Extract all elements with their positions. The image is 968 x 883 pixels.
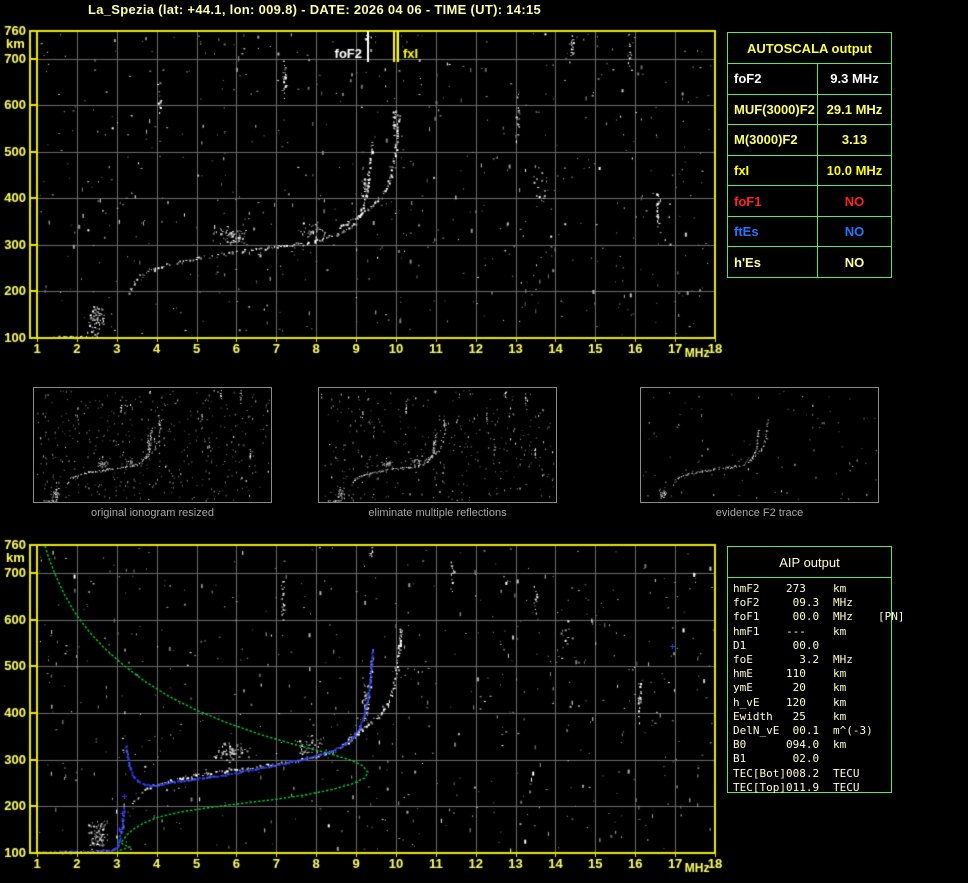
autoscala-output-table: AUTOSCALA output foF2 9.3 MHz MUF(3000)F2 2… <box>727 32 892 278</box>
aip-row: foE 3.2 MHz <box>733 653 891 667</box>
aip-param-unit: km <box>833 624 847 638</box>
thumbnail-eliminate-reflections <box>318 387 557 503</box>
aip-param-value: 25 <box>786 709 806 723</box>
aip-param-name: Ewidth <box>733 709 773 723</box>
autoscala-table-title: AUTOSCALA output <box>728 33 891 64</box>
autoscala-param-label: h'Es <box>728 247 818 278</box>
aip-param-unit: km <box>833 582 847 595</box>
thumbnail-evidence-f2-trace <box>640 387 879 503</box>
aip-param-value: 273 <box>786 582 806 595</box>
station-title: La_Spezia (lat: +44.1, lon: 009.8) - DAT… <box>88 2 542 17</box>
aip-param-name: hmF2 <box>733 582 760 595</box>
aip-param-name: TEC[Bot] <box>733 766 786 780</box>
aip-row: TEC[Bot]008.2 TECU <box>733 767 891 781</box>
autoscala-param-value: 3.13 <box>841 132 868 148</box>
aip-param-unit: TECU <box>833 780 860 794</box>
aip-row: foF1 00.0 MHz [PN] <box>733 610 905 624</box>
aip-param-value: 00.0 <box>786 610 820 624</box>
aip-param-value: 3.2 <box>786 653 820 667</box>
autoscala-row: ftEs NO <box>728 216 891 248</box>
aip-param-unit: km <box>833 695 847 709</box>
aip-row: B0 094.0 km <box>733 738 891 752</box>
ionogram-plot-top <box>0 20 724 370</box>
aip-param-name: foF2 <box>733 596 760 610</box>
autoscala-param-value: NO <box>844 224 865 240</box>
aip-row: hmF2 273 km <box>733 582 891 596</box>
aip-param-unit: km <box>833 681 847 695</box>
aip-row: D1 00.0 <box>733 639 891 653</box>
aip-param-value: 20 <box>786 681 806 695</box>
autoscala-param-label: ftEs <box>728 216 818 247</box>
aip-param-name: DelN_vE <box>733 724 780 738</box>
aip-param-name: B0 <box>733 738 747 752</box>
aip-param-value: 09.3 <box>786 596 820 610</box>
autoscala-param-value: 29.1 MHz <box>826 101 883 117</box>
aip-param-value: 011.9 <box>786 780 820 794</box>
autoscala-param-label: M(3000)F2 <box>728 125 818 155</box>
aip-param-name: hmF1 <box>733 624 760 638</box>
thumbnail-caption-original: original ionogram resized <box>91 507 214 519</box>
aip-param-unit: TECU <box>833 766 860 780</box>
autoscala-param-label: foF1 <box>728 186 818 216</box>
autoscala-row: MUF(3000)F2 29.1 MHz <box>728 94 891 126</box>
aip-param-unit: km <box>833 709 847 723</box>
aip-param-name: h_vE <box>733 695 760 709</box>
aip-param-unit: km <box>833 738 847 752</box>
aip-param-unit: MHz <box>833 596 853 610</box>
aip-row: B1 02.0 <box>733 752 891 766</box>
aip-param-value: 00.0 <box>786 638 820 652</box>
autoscala-row: fxI 10.0 MHz <box>728 155 891 187</box>
ionogram-plot-bottom <box>0 535 724 883</box>
aip-param-unit: MHz <box>833 653 853 667</box>
aip-param-name: TEC[Top] <box>733 780 786 794</box>
aip-param-flag: [PN] <box>878 610 905 624</box>
autoscala-param-value: NO <box>844 193 865 209</box>
aip-param-value: 120 <box>786 695 806 709</box>
autoscala-param-value: 10.0 MHz <box>826 163 883 179</box>
aip-param-value: 110 <box>786 667 806 681</box>
aip-param-name: D1 <box>733 638 747 652</box>
aip-param-value: --- <box>786 624 806 638</box>
aip-rows: hmF2 273 km foF2 09.3 MHz foF1 00.0 MHz [PN] hmF… <box>728 578 905 795</box>
autoscala-param-value: 9.3 MHz <box>830 71 879 87</box>
aip-row: hmF1 --- km <box>733 625 891 639</box>
aip-param-name: hmE <box>733 667 753 681</box>
aip-param-name: foF1 <box>733 610 760 624</box>
autoscala-param-label: MUF(3000)F2 <box>728 94 818 125</box>
aip-row: Ewidth 25 km <box>733 710 891 724</box>
autoscala-rows: foF2 9.3 MHz MUF(3000)F2 29.1 MHz M(3000)F2 3… <box>728 64 891 278</box>
aip-row: ymE 20 km <box>733 681 891 695</box>
aip-row: h_vE 120 km <box>733 696 891 710</box>
aip-row: DelN_vE 00.1 m^(-3) <box>733 724 891 738</box>
autoscala-param-label: foF2 <box>728 64 818 94</box>
aip-row: TEC[Top]011.9 TECU <box>733 781 891 795</box>
aip-param-unit: km <box>833 667 847 681</box>
aip-param-value: 02.0 <box>786 752 820 766</box>
thumbnail-original-ionogram <box>33 387 272 503</box>
aip-output-table: AIP output hmF2 273 km foF2 09.3 MHz foF1 00.… <box>727 546 905 795</box>
aip-param-value: 008.2 <box>786 766 820 780</box>
aip-param-name: B1 <box>733 752 747 766</box>
thumbnail-caption-reflections: eliminate multiple reflections <box>368 507 507 519</box>
aip-param-unit: m^(-3) <box>833 724 873 738</box>
aip-row: hmE 110 km <box>733 667 891 681</box>
aip-param-value: 00.1 <box>786 724 820 738</box>
aip-param-value: 094.0 <box>786 738 820 752</box>
aip-table-title: AIP output <box>728 547 891 578</box>
autoscala-row: foF1 NO <box>728 186 891 217</box>
autoscala-row: M(3000)F2 3.13 <box>728 125 891 156</box>
aip-param-name: foE <box>733 653 753 667</box>
aip-row: foF2 09.3 MHz <box>733 596 891 610</box>
autoscala-row: h'Es NO <box>728 247 891 278</box>
aip-param-unit: MHz <box>833 610 853 624</box>
autoscala-param-label: fxI <box>728 155 818 186</box>
aip-param-name: ymE <box>733 681 753 695</box>
autoscala-param-value: NO <box>844 254 865 270</box>
thumbnail-caption-f2-trace: evidence F2 trace <box>715 507 804 519</box>
autoscala-row: foF2 9.3 MHz <box>728 64 891 95</box>
